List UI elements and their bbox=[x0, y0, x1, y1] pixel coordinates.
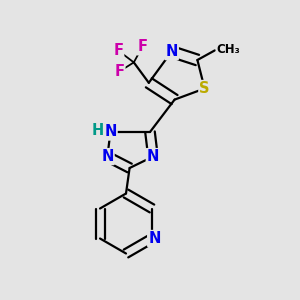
Text: N: N bbox=[147, 149, 159, 164]
Text: CH₃: CH₃ bbox=[216, 43, 240, 56]
Text: N: N bbox=[165, 44, 178, 59]
Text: S: S bbox=[200, 81, 210, 96]
Text: N: N bbox=[101, 149, 114, 164]
Text: N: N bbox=[104, 124, 117, 140]
Text: F: F bbox=[113, 44, 123, 59]
Text: N: N bbox=[148, 231, 160, 246]
Text: F: F bbox=[137, 39, 147, 54]
Text: H: H bbox=[92, 123, 104, 138]
Text: F: F bbox=[114, 64, 124, 79]
